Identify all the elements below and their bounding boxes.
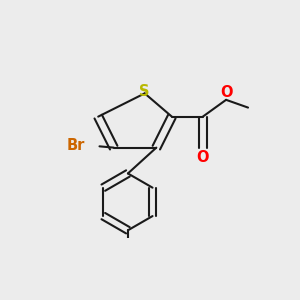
Text: O: O [220,85,233,100]
Text: S: S [140,84,150,99]
Text: Br: Br [67,137,86,152]
Text: O: O [196,150,209,165]
